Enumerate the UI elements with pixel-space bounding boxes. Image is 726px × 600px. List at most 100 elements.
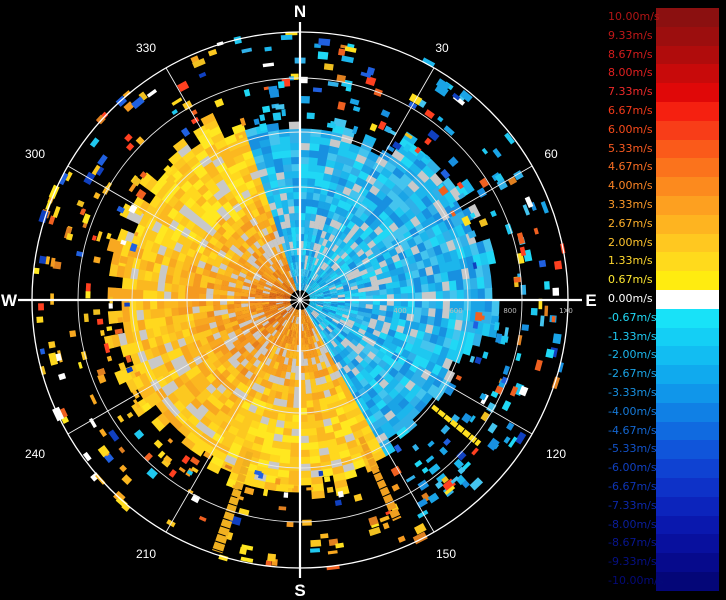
velocity-cell [469, 415, 476, 423]
velocity-cell [226, 295, 235, 300]
velocity-cell [307, 329, 312, 338]
velocity-cell [306, 287, 313, 294]
velocity-cell [318, 447, 330, 457]
velocity-cell [173, 186, 186, 200]
velocity-cell [285, 336, 291, 345]
velocity-cell [301, 323, 304, 332]
velocity-cell [212, 294, 221, 300]
velocity-cell [350, 285, 359, 291]
velocity-cell [306, 315, 311, 323]
velocity-cell [248, 356, 258, 366]
velocity-cell [323, 424, 334, 435]
velocity-cell [309, 336, 315, 345]
velocity-cell [249, 243, 259, 252]
velocity-cell [393, 300, 402, 307]
velocity-cell [121, 310, 131, 323]
velocity-cell [121, 474, 133, 485]
velocity-cell [110, 251, 121, 266]
legend-label: 4.00m/s [608, 179, 653, 193]
velocity-cell [169, 416, 183, 431]
velocity-cell [319, 322, 327, 330]
velocity-cell [275, 302, 284, 305]
velocity-cell [310, 539, 322, 547]
velocity-cell [288, 277, 293, 286]
velocity-cell [437, 366, 449, 380]
velocity-cell [491, 300, 500, 314]
velocity-cell [388, 172, 401, 185]
velocity-cell [419, 315, 429, 325]
velocity-cell [289, 212, 296, 221]
velocity-cell [268, 293, 277, 297]
velocity-cell [83, 313, 89, 323]
velocity-cell [168, 469, 177, 478]
velocity-cell [324, 396, 334, 406]
velocity-cell [357, 328, 367, 336]
velocity-cell [192, 279, 201, 288]
velocity-cell [106, 355, 113, 362]
velocity-cell [389, 268, 399, 277]
velocity-cell [214, 98, 225, 108]
velocity-cell [270, 404, 280, 414]
velocity-cell [309, 455, 321, 465]
velocity-cell [342, 127, 356, 138]
velocity-cell [344, 46, 357, 53]
velocity-cell [480, 393, 489, 405]
velocity-cell [299, 435, 310, 444]
legend-entry: 8.67m/s [605, 45, 719, 65]
velocity-cell [379, 404, 392, 417]
velocity-cell [333, 254, 341, 263]
velocity-cell [299, 421, 309, 430]
velocity-cell [337, 333, 346, 341]
velocity-cell [352, 105, 361, 112]
velocity-cell [282, 156, 292, 166]
velocity-cell [300, 135, 311, 144]
velocity-cell [336, 307, 345, 312]
velocity-cell [434, 83, 449, 97]
velocity-cell [221, 317, 231, 325]
velocity-cell [226, 408, 238, 420]
radar-velocity-plot[interactable]: N S E W 30 60 120 150 210 240 300 330 40… [0, 0, 600, 600]
legend-label: -2.67m/s [608, 367, 657, 381]
velocity-cell [99, 428, 108, 438]
velocity-cell [174, 259, 185, 270]
velocity-cell [307, 170, 317, 180]
velocity-cell [177, 306, 186, 316]
legend-swatch [656, 26, 719, 46]
velocity-cell [271, 310, 279, 316]
velocity-cell [354, 176, 367, 188]
velocity-cell [117, 332, 128, 347]
velocity-cell [414, 365, 426, 378]
velocity-cell [290, 149, 301, 158]
velocity-cell [264, 283, 272, 289]
velocity-cell [59, 172, 69, 186]
velocity-cell [191, 299, 200, 307]
velocity-cell [429, 173, 444, 188]
velocity-cell [131, 176, 142, 187]
velocity-cell [326, 438, 338, 448]
velocity-cell [273, 312, 281, 319]
velocity-cell [351, 288, 360, 294]
velocity-cell [483, 275, 493, 290]
velocity-cell [363, 331, 373, 340]
velocity-cell [422, 257, 433, 269]
velocity-cell [224, 464, 233, 471]
velocity-cell [439, 446, 448, 456]
velocity-cell [248, 337, 257, 346]
velocity-cell [85, 283, 91, 293]
velocity-cell [356, 248, 366, 258]
velocity-cell [279, 448, 291, 458]
velocity-cell [215, 426, 228, 439]
velocity-cell [370, 257, 380, 267]
legend-label: 2.00m/s [608, 235, 653, 249]
velocity-cell [131, 389, 140, 400]
velocity-cell [135, 289, 144, 300]
velocity-cell [307, 277, 312, 286]
velocity-cell [204, 132, 212, 140]
velocity-cell [461, 215, 472, 227]
velocity-cell [378, 283, 387, 291]
velocity-cell [255, 285, 264, 291]
velocity-cell [289, 456, 300, 465]
velocity-cell [379, 289, 388, 296]
velocity-cell [246, 321, 255, 329]
velocity-cell [432, 375, 445, 389]
